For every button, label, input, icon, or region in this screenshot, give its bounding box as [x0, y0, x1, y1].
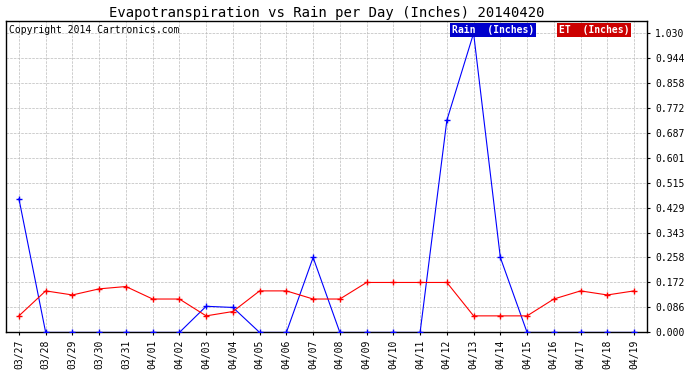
- Text: Copyright 2014 Cartronics.com: Copyright 2014 Cartronics.com: [9, 26, 179, 35]
- Text: Rain  (Inches): Rain (Inches): [452, 26, 534, 35]
- Title: Evapotranspiration vs Rain per Day (Inches) 20140420: Evapotranspiration vs Rain per Day (Inch…: [109, 6, 544, 20]
- Text: ET  (Inches): ET (Inches): [559, 26, 629, 35]
